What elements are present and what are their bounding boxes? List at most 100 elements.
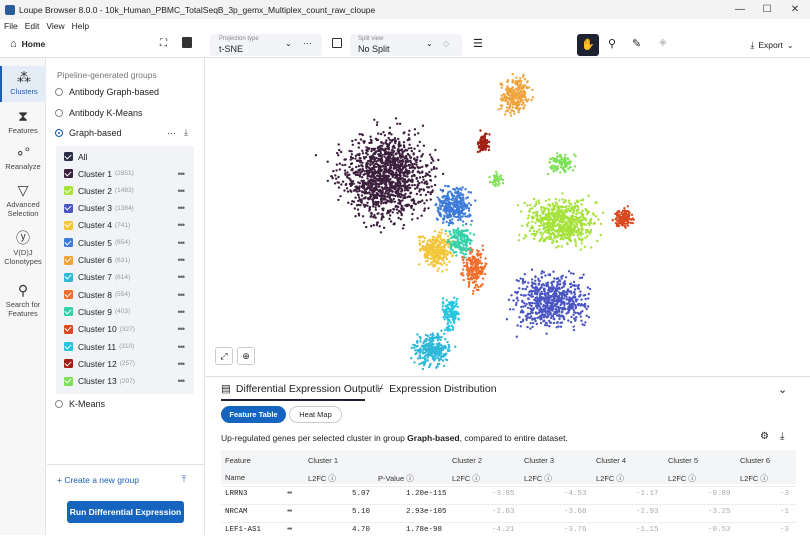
split-view-select[interactable]: Split view No Split ⌄ ◇ xyxy=(350,34,462,56)
more-icon[interactable]: ••• xyxy=(177,376,186,387)
projection-type-select[interactable]: Projection type t-SNE ⌄ ··· xyxy=(210,34,322,56)
table-cell: Feature xyxy=(225,456,251,465)
create-group-link[interactable]: + Create a new group xyxy=(57,475,139,485)
more-icon[interactable]: ••• xyxy=(177,272,186,283)
cluster-checkbox[interactable] xyxy=(64,359,73,369)
scatter-canvas[interactable] xyxy=(206,58,810,376)
export-button[interactable]: ⤓ Export ⌄ xyxy=(742,35,802,55)
eraser-icon[interactable]: ◈ xyxy=(659,37,667,48)
cluster-checkbox[interactable] xyxy=(64,220,73,230)
minimize-button[interactable]: — xyxy=(735,4,745,15)
more-icon[interactable]: ••• xyxy=(177,185,186,196)
more-icon[interactable]: ••• xyxy=(177,237,186,248)
cluster-row[interactable]: Cluster 6 (631) ••• xyxy=(64,252,188,269)
cluster-checkbox[interactable] xyxy=(64,169,73,178)
menu-lines-icon[interactable]: ☰ xyxy=(473,38,483,50)
rail-advanced-selection[interactable]: ▽ Advanced Selection xyxy=(0,182,46,218)
tsne-plot[interactable]: ⤢ ⊕ xyxy=(206,58,810,376)
cluster-row[interactable]: Cluster 5 (654) ••• xyxy=(64,234,188,251)
subtab-heat-map[interactable]: Heat Map xyxy=(289,406,342,423)
table-cell: -3 xyxy=(780,490,790,498)
radio[interactable] xyxy=(55,88,63,96)
cluster-checkbox[interactable] xyxy=(64,324,73,334)
group-antibody-graph[interactable]: Antibody Graph-based xyxy=(55,87,159,97)
group-antibody-kmeans[interactable]: Antibody K-Means xyxy=(55,108,143,118)
radio[interactable] xyxy=(55,129,63,137)
menu-file[interactable]: File xyxy=(4,20,18,31)
cluster-row[interactable]: Cluster 2 (1483) ••• xyxy=(64,182,188,199)
tag-icon[interactable]: ◇ xyxy=(443,39,450,48)
fit-view-button[interactable]: ⤢ xyxy=(215,347,233,365)
cluster-checkbox[interactable] xyxy=(64,255,73,265)
more-icon[interactable]: ••• xyxy=(177,168,186,179)
more-icon[interactable]: ••• xyxy=(177,255,186,265)
cluster-row[interactable]: Cluster 10 (327) ••• xyxy=(64,321,188,338)
rail-features[interactable]: ⧗ Features xyxy=(0,108,46,135)
more-icon[interactable]: ••• xyxy=(177,324,186,335)
download-icon[interactable]: ⤓ xyxy=(184,127,188,137)
radio[interactable] xyxy=(55,400,63,408)
upload-icon[interactable]: ⤒ xyxy=(182,474,186,484)
cluster-row[interactable]: Cluster 3 (1384) ••• xyxy=(64,200,188,217)
cluster-checkbox[interactable] xyxy=(64,342,73,351)
cluster-checkbox[interactable] xyxy=(64,376,73,386)
close-button[interactable]: ✕ xyxy=(790,4,800,15)
more-icon[interactable]: ··· xyxy=(303,38,312,48)
cluster-checkbox[interactable] xyxy=(64,203,73,213)
rail-clusters[interactable]: ⁂ Clusters xyxy=(0,66,46,102)
cluster-row[interactable]: Cluster 12 (257) ••• xyxy=(64,355,188,372)
menu-edit[interactable]: Edit xyxy=(24,20,40,31)
cluster-row[interactable]: Cluster 1 (2851) ••• xyxy=(64,165,188,182)
radio[interactable] xyxy=(55,109,63,117)
lasso-icon[interactable]: ⚲ xyxy=(608,38,617,50)
collapse-icon[interactable]: ⌄ xyxy=(778,384,788,396)
tab-differential-expression[interactable]: ▤ Differential Expression Output xyxy=(221,383,375,395)
split-view-icon[interactable] xyxy=(332,38,342,48)
menu-help[interactable]: Help xyxy=(71,20,90,31)
brush-icon[interactable]: ✎ xyxy=(632,38,642,50)
maximize-button[interactable]: ☐ xyxy=(762,4,772,15)
rail-vdj[interactable]: ⓨ V(D)J Clonotypes xyxy=(0,230,46,266)
group-label: Antibody K-Means xyxy=(69,108,143,118)
clusters-icon: ⁂ xyxy=(17,69,31,85)
cluster-list: All Cluster 1 (2851) ••• Cluster 2 (1483) •••… xyxy=(56,146,194,394)
more-icon[interactable]: ••• xyxy=(177,289,186,300)
settings-icon[interactable]: ⚙ xyxy=(760,431,769,442)
cluster-checkbox[interactable] xyxy=(64,290,73,300)
cluster-row[interactable]: Cluster 8 (554) ••• xyxy=(64,286,188,303)
run-differential-expression-button[interactable]: Run Differential Expression xyxy=(67,501,184,523)
checkbox[interactable] xyxy=(64,152,73,161)
cluster-all-row[interactable]: All xyxy=(64,148,188,165)
cluster-count: (2851) xyxy=(115,170,134,177)
group-graph-based[interactable]: Graph-based xyxy=(55,128,122,138)
more-icon[interactable]: ··· xyxy=(167,128,176,138)
rail-reanalyze[interactable]: ∘° Reanalyze xyxy=(0,144,46,171)
subtab-feature-table[interactable]: Feature Table xyxy=(221,406,286,423)
pan-tool-button[interactable]: ✋ xyxy=(577,34,599,56)
zoom-button[interactable]: ⊕ xyxy=(237,347,255,365)
more-icon[interactable]: ••• xyxy=(177,203,186,214)
cluster-row[interactable]: Cluster 9 (403) ••• xyxy=(64,303,188,320)
more-icon[interactable]: ••• xyxy=(177,358,186,369)
cluster-checkbox[interactable] xyxy=(64,238,73,248)
home-button[interactable]: ⌂ Home xyxy=(10,38,45,50)
cluster-row[interactable]: Cluster 7 (614) ••• xyxy=(64,269,188,286)
fullscreen-icon[interactable]: ⛶ xyxy=(160,38,167,49)
cluster-row[interactable]: Cluster 11 (310) ••• xyxy=(64,338,188,355)
more-icon[interactable]: ••• xyxy=(177,220,186,231)
table-cell: L2FC ⓘ xyxy=(668,474,696,483)
group-kmeans[interactable]: K-Means xyxy=(55,399,105,409)
save-icon[interactable] xyxy=(182,37,192,48)
tab-expression-distribution[interactable]: ⊮ Expression Distribution xyxy=(375,383,497,395)
export-label: Export xyxy=(758,40,783,50)
rail-search-features[interactable]: ⚲ Search for Features xyxy=(0,282,46,318)
cluster-row[interactable]: Cluster 13 (207) ••• xyxy=(64,373,188,390)
cluster-checkbox[interactable] xyxy=(64,186,73,196)
more-icon[interactable]: ••• xyxy=(177,306,186,317)
download-icon[interactable]: ⤓ xyxy=(780,431,785,442)
more-icon[interactable]: ••• xyxy=(177,341,186,352)
menu-view[interactable]: View xyxy=(46,20,65,31)
cluster-checkbox[interactable] xyxy=(64,307,73,317)
cluster-row[interactable]: Cluster 4 (741) ••• xyxy=(64,217,188,234)
cluster-checkbox[interactable] xyxy=(64,272,73,282)
